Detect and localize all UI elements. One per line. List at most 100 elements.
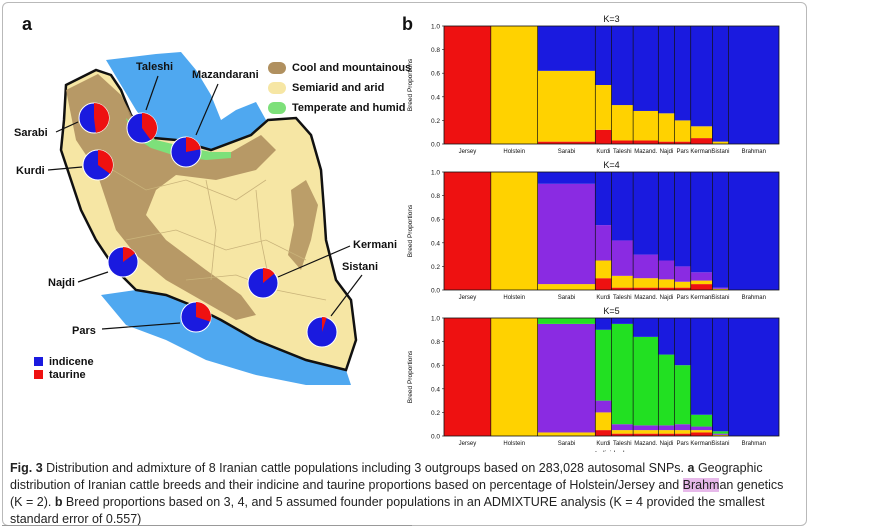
pie-mazandarani: Mazandarani xyxy=(170,69,259,168)
admix-seg-3-kurdi-1 xyxy=(595,412,612,431)
admix-ytick-1-3: 0.6 xyxy=(431,71,440,78)
admix-seg-2-taleshi-2 xyxy=(611,240,634,276)
admix-seg-2-kurdi-1 xyxy=(595,260,612,279)
admix-seg-1-kermani-0 xyxy=(690,138,713,144)
admix-cat-2-najdi: Najdi xyxy=(660,295,674,301)
pie-taurine-kurdi xyxy=(98,150,113,174)
pie-label-pars: Pars xyxy=(72,325,96,337)
pie-najdi: Najdi xyxy=(48,246,139,289)
legend-taurine-label: taurine xyxy=(49,368,86,381)
admix-seg-3-kermani-4 xyxy=(690,318,713,415)
admix-seg-1-sistani-1 xyxy=(712,141,729,144)
pie-kermani: Kermani xyxy=(247,239,397,299)
admix-seg-2-mazand-1 xyxy=(633,278,659,288)
admix-seg-3-kermani-1 xyxy=(690,430,713,433)
admix-cat-1-jersey: Jersey xyxy=(459,149,477,155)
admix-cat-3-pars: Pars xyxy=(676,441,688,447)
pie-label-sistani: Sistani xyxy=(342,261,378,273)
legend-cool-label: Cool and mountainous xyxy=(292,62,412,74)
admix-plot-3: K=5 Breed Proportions 0.0 0.2 0.4 0.6 0.8 1.0 Je… xyxy=(407,306,780,452)
ancestry-legend: indicene taurine xyxy=(34,355,94,381)
admix-seg-1-taleshi-1 xyxy=(611,105,634,141)
admix-seg-1-taleshi-0 xyxy=(611,140,634,144)
pie-taurine-najdi xyxy=(123,247,136,262)
admix-ytick-3-3: 0.6 xyxy=(431,363,440,370)
legend-taurine: taurine xyxy=(34,368,94,381)
admix-cat-1-sistani: Sistani xyxy=(711,149,729,155)
admix-xlabel: Individuals xyxy=(595,451,629,452)
admix-ytick-1-2: 0.4 xyxy=(431,94,440,101)
admix-ytick-2-2: 0.4 xyxy=(431,240,440,247)
admix-seg-3-najdi-1 xyxy=(658,430,675,434)
admix-seg-3-kurdi-2 xyxy=(595,400,612,413)
admix-ytick-1-5: 1.0 xyxy=(431,24,440,31)
admix-seg-2-mazand-0 xyxy=(633,287,659,290)
admix-seg-3-holstein-1 xyxy=(490,318,538,436)
pie-taurine-kermani xyxy=(263,268,275,283)
admix-seg-2-najdi-3 xyxy=(658,172,675,261)
pie-leader-mazandarani xyxy=(195,83,219,136)
admix-seg-1-najdi-1 xyxy=(658,113,675,142)
admix-seg-3-pars-0 xyxy=(674,433,691,436)
admix-seg-3-kermani-2 xyxy=(690,426,713,431)
persian-gulf xyxy=(101,290,351,385)
admix-seg-1-mazand-1 xyxy=(633,110,659,141)
admix-seg-3-pars-2 xyxy=(674,424,691,431)
admix-seg-3-brahman-4 xyxy=(728,318,779,436)
pie-leader-najdi xyxy=(77,271,109,283)
admix-seg-2-brahman-3 xyxy=(728,172,779,290)
legend-swatch-taurine xyxy=(34,370,43,379)
admix-frame-2 xyxy=(443,171,780,291)
admix-seg-2-pars-2 xyxy=(674,266,691,282)
admix-seg-3-taleshi-2 xyxy=(611,424,634,431)
pie-leader-kermani xyxy=(277,245,351,278)
admix-seg-3-kurdi-0 xyxy=(595,430,612,436)
admix-cat-1-holstein: Holstein xyxy=(503,149,525,155)
legend-semiarid-label: Semiarid and arid xyxy=(292,82,385,94)
admix-seg-1-sarabi-2 xyxy=(537,26,596,71)
pie-taleshi: Taleshi xyxy=(126,61,173,144)
admix-seg-3-pars-3 xyxy=(674,365,691,425)
legend-swatch-cool xyxy=(268,62,286,74)
admix-seg-3-mazand-2 xyxy=(633,425,659,431)
caspian-sea xyxy=(106,52,266,150)
pie-taurine-sarabi xyxy=(94,103,110,133)
admix-seg-2-najdi-2 xyxy=(658,260,675,280)
admix-seg-3-sarabi-2 xyxy=(537,323,596,433)
admix-seg-2-najdi-1 xyxy=(658,279,675,288)
admix-cat-1-sarabi: Sarabi xyxy=(558,149,575,155)
admix-cat-2-mazand: Mazand. xyxy=(634,295,657,301)
admix-seg-1-pars-2 xyxy=(674,26,691,121)
figure-caption: Fig. 3 Distribution and admixture of 8 I… xyxy=(10,460,795,528)
admix-seg-1-sarabi-0 xyxy=(537,141,596,144)
admix-cat-1-taleshi: Taleshi xyxy=(613,149,632,155)
admix-cat-2-sistani: Sistani xyxy=(711,295,729,301)
admix-cat-2-holstein: Holstein xyxy=(503,295,525,301)
admix-seg-2-holstein-1 xyxy=(490,172,538,290)
pie-leader-taleshi xyxy=(145,75,159,111)
admix-seg-3-taleshi-4 xyxy=(611,318,634,324)
admix-seg-2-mazand-2 xyxy=(633,254,659,279)
caption-fig-label: Fig. 3 xyxy=(10,461,43,475)
pie-leader-sarabi xyxy=(55,121,79,133)
admix-seg-2-taleshi-1 xyxy=(611,275,634,288)
admix-seg-1-sarabi-1 xyxy=(537,70,596,142)
pie-taurine-mazandarani xyxy=(186,137,201,152)
legend-humid: Temperate and humid xyxy=(268,98,411,118)
admix-seg-1-kurdi-1 xyxy=(595,85,612,130)
pie-label-sarabi: Sarabi xyxy=(14,127,48,139)
admix-cat-1-mazand: Mazand. xyxy=(634,149,657,155)
admix-frame-3 xyxy=(443,317,780,437)
admix-title-2: K=4 xyxy=(603,160,619,170)
admix-seg-1-mazand-2 xyxy=(633,26,659,111)
admix-seg-1-jersey-0 xyxy=(444,26,491,144)
admix-ylabel-2: Breed Proportions xyxy=(407,204,414,257)
pie-leader-pars xyxy=(101,322,181,330)
admix-ytick-2-5: 1.0 xyxy=(431,170,440,177)
admix-seg-3-sarabi-3 xyxy=(537,318,596,324)
admix-cat-1-pars: Pars xyxy=(676,149,688,155)
admix-seg-3-kurdi-4 xyxy=(595,318,612,330)
caption-text-2: Geographic distribution of Iranian cattl… xyxy=(10,461,763,492)
admix-ytick-3-1: 0.2 xyxy=(431,410,440,417)
admix-title-1: K=3 xyxy=(603,14,619,24)
